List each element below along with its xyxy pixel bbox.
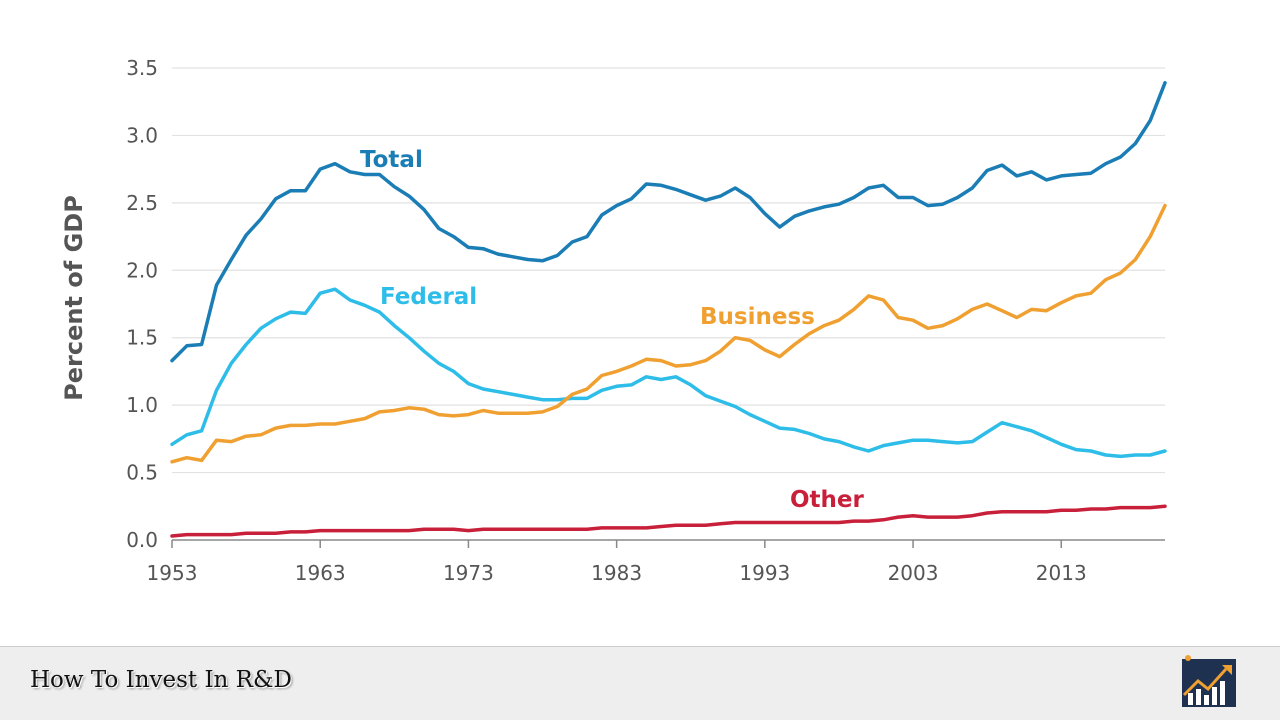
footer-bar: How To Invest In R&D xyxy=(0,646,1280,720)
y-axis-title: Percent of GDP xyxy=(60,195,88,401)
y-tick-label: 0.5 xyxy=(126,461,158,485)
y-tick-label: 2.5 xyxy=(126,191,158,215)
series-label-total: Total xyxy=(360,147,423,173)
grid-lines xyxy=(172,67,1165,474)
y-axis-ticks: 0.0 0.5 1.0 1.5 2.0 2.5 3.0 3.5 xyxy=(126,56,158,552)
series-label-federal: Federal xyxy=(380,284,477,310)
x-tick-label: 1963 xyxy=(295,561,346,585)
series-label-business: Business xyxy=(700,304,815,330)
y-tick-label: 2.0 xyxy=(126,258,158,282)
x-tick-label: 2013 xyxy=(1036,561,1087,585)
x-axis-ticks: 1953 1963 1973 1983 1993 2003 2013 xyxy=(147,540,1087,585)
x-tick-label: 1973 xyxy=(443,561,494,585)
series-lines xyxy=(170,81,1167,538)
y-tick-label: 3.0 xyxy=(126,123,158,147)
y-tick-label: 3.5 xyxy=(126,56,158,80)
y-tick-label: 0.0 xyxy=(126,528,158,552)
line-chart: 0.0 0.5 1.0 1.5 2.0 2.5 3.0 3.5 1953 1963 1973 198… xyxy=(60,56,1167,585)
series-line-other xyxy=(170,504,1167,538)
series-label-other: Other xyxy=(790,487,865,513)
series-line-federal xyxy=(170,287,1167,459)
y-tick-label: 1.5 xyxy=(126,326,158,350)
x-tick-label: 2003 xyxy=(888,561,939,585)
y-tick-label: 1.0 xyxy=(126,393,158,417)
growth-chart-logo-icon xyxy=(1182,655,1236,707)
x-tick-label: 1953 xyxy=(147,561,198,585)
series-line-total xyxy=(170,81,1167,363)
x-tick-label: 1993 xyxy=(739,561,790,585)
x-tick-label: 1983 xyxy=(591,561,642,585)
series-line-business xyxy=(170,203,1167,464)
footer-title: How To Invest In R&D xyxy=(30,667,292,693)
